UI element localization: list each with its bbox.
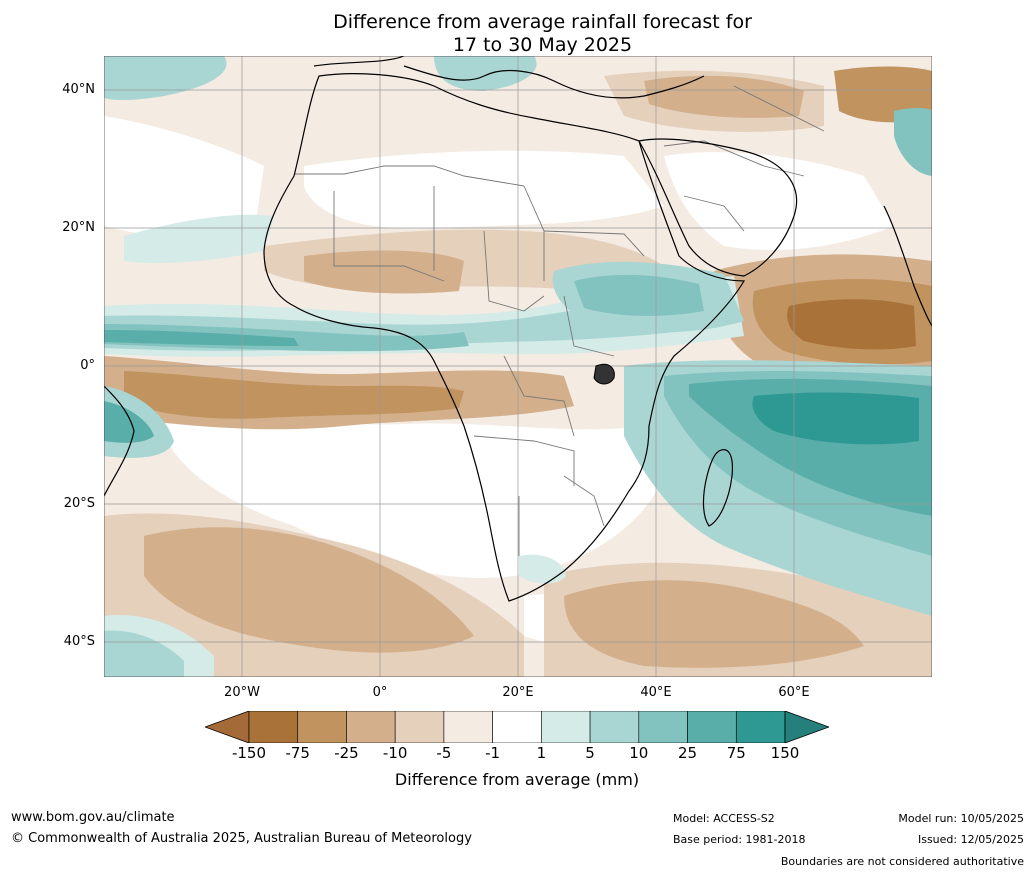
brown-south-indian: [564, 580, 864, 668]
base-period: Base period: 1981-2018: [673, 833, 806, 846]
map-title-line2: 17 to 30 May 2025: [452, 34, 633, 56]
colorbar-swatch: [687, 711, 737, 743]
colorbar-tick-label: -1: [485, 744, 501, 762]
lon-label-40e: 40°E: [640, 685, 672, 700]
colorbar-swatch: [297, 711, 347, 743]
colorbar-label: Difference from average (mm): [394, 770, 640, 789]
colorbar-tick-label: 1: [536, 744, 547, 762]
teal-southwest-atlantic-core: [104, 401, 154, 443]
lake-victoria: [593, 363, 615, 385]
colorbar-swatch: [735, 711, 786, 743]
lat-label-20s: 20°S: [63, 496, 95, 511]
lat-label-0: 0°: [80, 358, 95, 373]
brown-south-atlantic: [144, 527, 474, 653]
colorbar-swatch: [638, 711, 688, 743]
colorbar-swatch: [443, 711, 493, 743]
teal-east-edge: [894, 107, 932, 176]
rainfall-map: [104, 56, 932, 677]
colorbar-swatch: [541, 711, 591, 743]
white-area-arabia: [664, 152, 894, 250]
madagascar-coastline: [702, 449, 734, 527]
teal-atlantic-20n: [124, 214, 274, 263]
india-coastline: [883, 205, 932, 327]
colorbar-tick-label: 10: [629, 744, 649, 762]
brown-mediterranean-east: [644, 75, 804, 118]
brown-west-africa: [304, 250, 464, 294]
colorbar-swatch: [492, 711, 542, 743]
lon-label-20w: 20°W: [224, 685, 260, 700]
website-link[interactable]: www.bom.gov.au/climate: [11, 810, 175, 825]
copyright-text: © Commonwealth of Australia 2025, Austra…: [11, 831, 472, 846]
brown-equatorial-mid: [124, 371, 464, 419]
colorbar-arrow-min: [205, 711, 250, 743]
brown-central-asia: [834, 66, 932, 123]
colorbar-tick-label: 25: [677, 744, 698, 762]
lat-label-40s: 40°S: [63, 634, 95, 649]
country-borders: [294, 85, 825, 556]
colorbar-tick-label: -5: [436, 744, 452, 762]
arabia-coastline: [638, 138, 798, 277]
colorbar-swatch: [589, 711, 640, 743]
colorbar-swatch: [394, 711, 445, 743]
teal-horn-africa-mid: [574, 274, 704, 316]
colorbar-swatch: [346, 711, 396, 743]
colorbar-tick-label: -25: [334, 744, 359, 762]
south-america-coastline: [104, 385, 135, 497]
boundaries-disclaimer: Boundaries are not considered authoritat…: [780, 855, 1024, 868]
map-title-line1: Difference from average rainfall forecas…: [333, 11, 752, 33]
colorbar: [205, 711, 829, 743]
colorbar-tick-label: -75: [285, 744, 310, 762]
model-run-date: Model run: 10/05/2025: [898, 812, 1024, 825]
model-name: Model: ACCESS-S2: [673, 812, 775, 825]
colorbar-arrow-max: [784, 711, 829, 743]
lat-label-40n: 40°N: [62, 82, 95, 97]
teal-north-atlantic: [104, 56, 227, 101]
white-area-sahara: [304, 150, 664, 229]
colorbar-tick-label: -150: [231, 744, 267, 762]
lon-label-0: 0°: [372, 685, 388, 700]
white-area-north-atlantic: [104, 116, 264, 241]
colorbar-tick-label: 150: [770, 744, 800, 762]
teal-core-equator: [104, 330, 299, 346]
colorbar-tick-label: 75: [726, 744, 746, 762]
issued-date: Issued: 12/05/2025: [917, 833, 1024, 846]
africa-coastline: [263, 73, 746, 602]
colorbar-swatch: [248, 711, 299, 743]
brown-arabian-sea-core: [787, 299, 916, 350]
coastlines: [104, 56, 932, 602]
colorbar-tick-label: -10: [382, 744, 408, 762]
lon-label-20e: 20°E: [502, 685, 534, 700]
lat-label-20n: 20°N: [62, 220, 95, 235]
white-area-southern-africa: [164, 396, 664, 578]
lon-label-60e: 60°E: [778, 685, 810, 700]
graticule: [104, 56, 932, 677]
europe-coastline: [313, 56, 705, 99]
teal-mediterranean: [434, 56, 537, 91]
teal-south-africa-small: [519, 554, 566, 584]
colorbar-tick-label: 5: [585, 744, 595, 762]
